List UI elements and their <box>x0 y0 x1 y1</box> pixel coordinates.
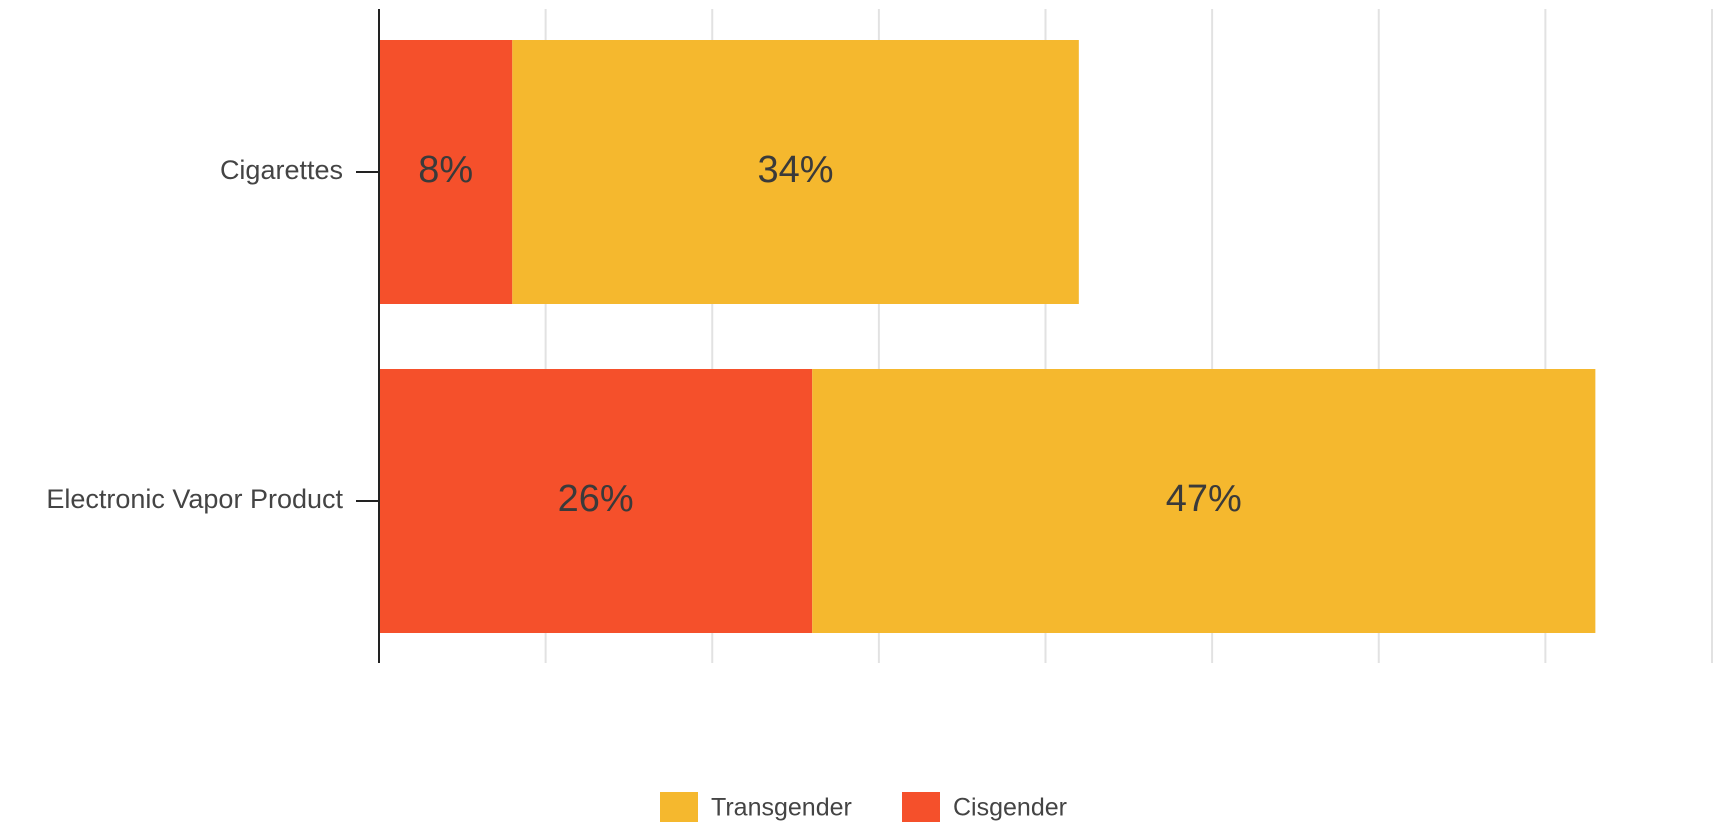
legend-label: Cisgender <box>953 794 1067 822</box>
data-label: 47% <box>1166 478 1242 520</box>
data-label: 8% <box>418 149 473 191</box>
legend-swatch <box>902 792 940 822</box>
bar-segment <box>379 369 813 633</box>
bar-segment <box>512 40 1079 304</box>
data-label: 34% <box>758 149 834 191</box>
legend-swatch <box>660 792 698 822</box>
legend-label: Transgender <box>711 794 852 822</box>
bar-segment <box>379 40 513 304</box>
y-tick-label: Cigarettes <box>220 155 343 185</box>
bar-segment <box>812 369 1596 633</box>
data-label: 26% <box>558 478 634 520</box>
y-tick-label: Electronic Vapor Product <box>46 484 343 514</box>
